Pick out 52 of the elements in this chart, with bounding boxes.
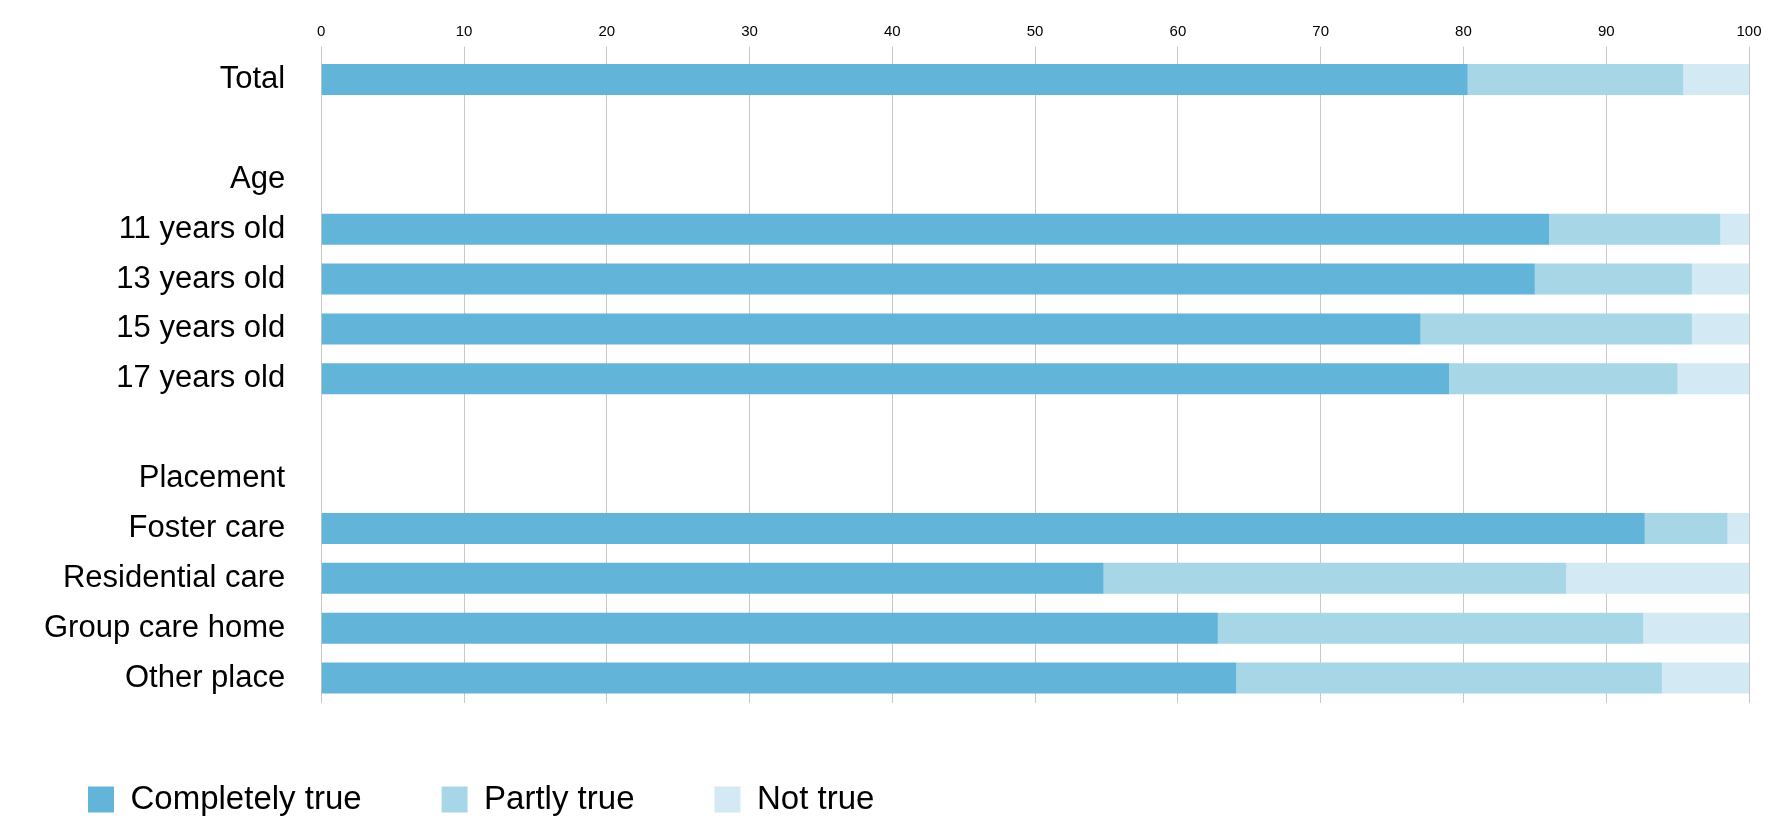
x-tick-label: 90 <box>1597 21 1615 39</box>
bar <box>1683 64 1749 95</box>
x-tick-label: 70 <box>1312 21 1330 39</box>
bar <box>321 512 1645 544</box>
y-tick-label: 17 years old <box>116 359 286 395</box>
x-tick-label: 60 <box>1169 21 1187 39</box>
bar <box>321 562 1104 594</box>
bar <box>321 612 1218 644</box>
y-tick-label: Other place <box>124 658 286 694</box>
legend-label: Completely true <box>130 778 362 816</box>
bar <box>1691 313 1749 345</box>
x-tick-label: 50 <box>1026 21 1044 39</box>
y-tick-label: 13 years old <box>116 259 286 295</box>
x-tick-label: 20 <box>598 21 616 39</box>
bar <box>1103 562 1567 594</box>
bar <box>1661 662 1749 694</box>
y-tick-label: 15 years old <box>116 309 286 345</box>
x-tick-label: 10 <box>455 21 473 39</box>
y-tick-label: Foster care <box>128 508 286 544</box>
bar <box>321 213 1550 245</box>
x-tick-label: 30 <box>741 21 758 39</box>
bar <box>321 662 1237 694</box>
bar <box>321 363 1450 395</box>
legend-label: Partly true <box>484 778 635 816</box>
bar <box>1420 313 1692 345</box>
y-tick-label: Residential care <box>62 558 286 594</box>
bar <box>1643 612 1749 644</box>
bar <box>1727 512 1749 544</box>
y-tick-label: Age <box>230 159 286 195</box>
bar <box>1549 213 1721 245</box>
bar <box>321 263 1535 295</box>
bar <box>1644 512 1728 544</box>
bar <box>1449 363 1678 395</box>
bar <box>1677 363 1749 395</box>
y-tick-label: Total <box>219 60 286 96</box>
y-tick-label: 11 years old <box>118 209 286 245</box>
bar <box>1691 263 1749 295</box>
bar <box>1236 662 1662 694</box>
x-tick-label: 80 <box>1455 21 1472 39</box>
x-tick-label: 40 <box>884 21 901 39</box>
bar <box>321 64 1468 95</box>
bar <box>1720 213 1749 245</box>
bar <box>321 313 1421 345</box>
bar <box>1566 562 1749 594</box>
x-tick-label: 100 <box>1736 21 1762 39</box>
legend-label: Not true <box>756 778 875 816</box>
y-tick-label: Group care home <box>44 608 286 644</box>
bar <box>1467 64 1684 95</box>
bar <box>1534 263 1692 295</box>
bar <box>1217 612 1644 644</box>
x-tick-label: 0 <box>317 21 326 39</box>
y-tick-label: Placement <box>138 459 286 495</box>
